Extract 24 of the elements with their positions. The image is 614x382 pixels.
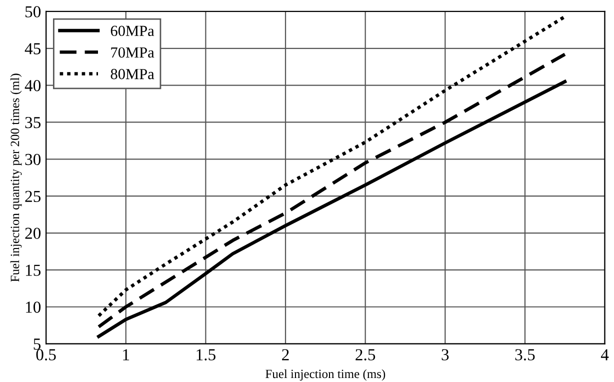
legend-label: 70MPa: [111, 47, 154, 58]
y-tick-label: 40: [24, 80, 41, 92]
x-tick-label: 1.5: [196, 349, 216, 360]
x-tick-label: 2: [282, 349, 289, 360]
legend-label: 60MPa: [110, 26, 154, 36]
y-tick-label: 20: [25, 228, 41, 239]
x-tick-label: 2.5: [356, 349, 376, 360]
x-tick-label: 4: [600, 349, 609, 360]
x-tick-label: 0.5: [36, 349, 56, 360]
x-axis-title: Fuel injection time (ms): [266, 369, 386, 381]
x-tick-label: 1: [123, 349, 130, 360]
y-tick-label: 10: [26, 302, 41, 313]
y-tick-label: 15: [26, 264, 41, 276]
y-tick-label: 50: [25, 6, 41, 18]
y-tick-label: 30: [25, 154, 41, 166]
y-axis-title: Fuel injection quantity per 200 times (ml): [10, 74, 22, 282]
x-tick-label: 3: [442, 349, 449, 360]
x-tick-label: 3.5: [515, 349, 535, 360]
y-tick-label: 35: [25, 116, 41, 128]
y-tick-label: 5: [34, 338, 41, 350]
legend-label: 80MPa: [110, 68, 154, 80]
y-tick-label: 45: [24, 43, 41, 54]
line-series: [97, 14, 567, 318]
y-tick-label: 25: [25, 190, 41, 202]
